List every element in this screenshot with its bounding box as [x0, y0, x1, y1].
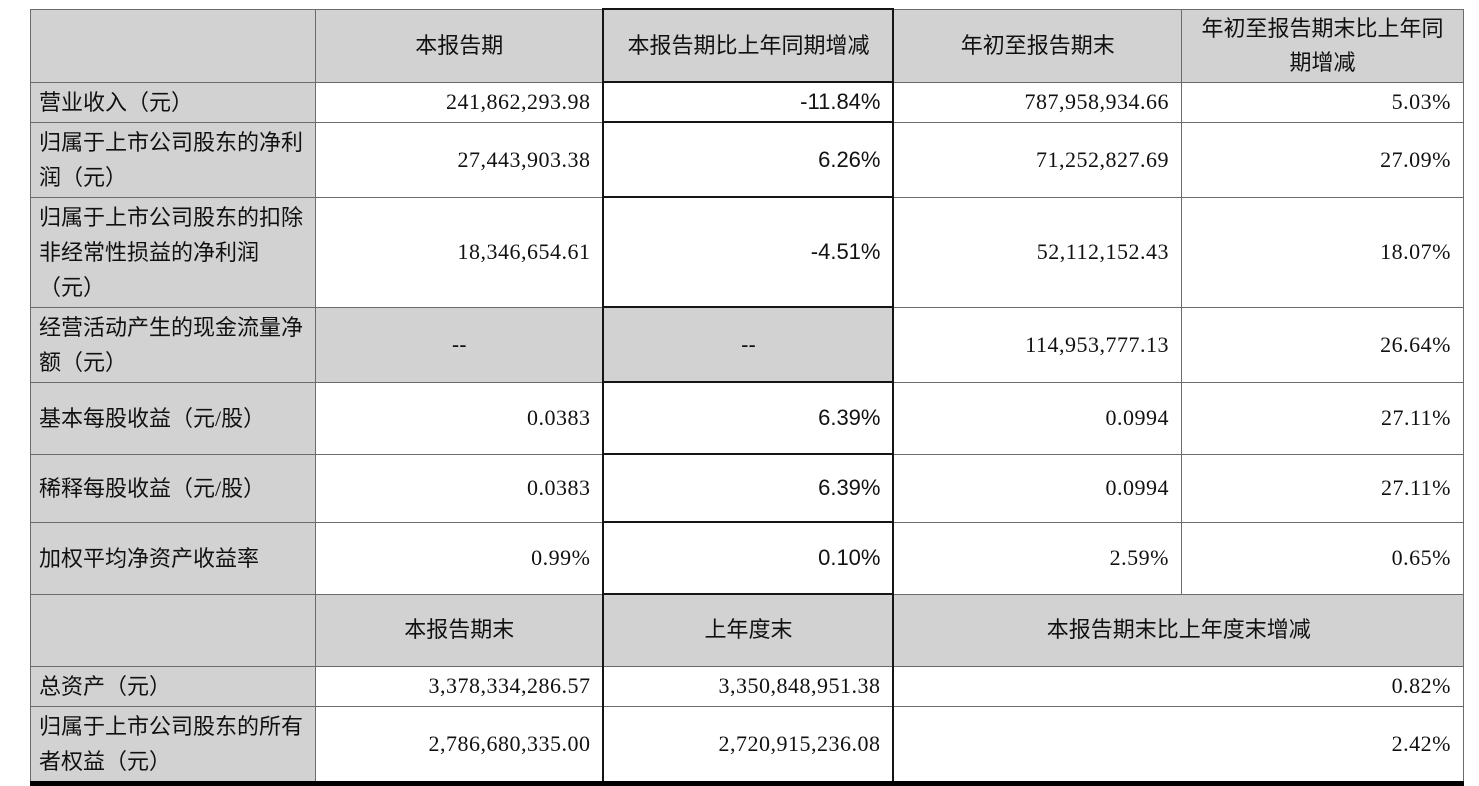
section2-header-row: 本报告期末 上年度末 本报告期末比上年度末增减 — [30, 593, 1465, 667]
table-row-weighted-avg-roe: 加权平均净资产收益率 0.99% 0.10% 2.59% 0.65% — [30, 521, 1465, 595]
value-current-period: -- — [314, 306, 604, 383]
row-label: 归属于上市公司股东的所有者权益（元） — [30, 705, 316, 784]
header-year-to-date: 年初至报告期末 — [892, 8, 1182, 83]
value-yoy-change: 6.26% — [602, 121, 895, 198]
value-ytd-yoy-change: 27.11% — [1180, 381, 1465, 455]
value-current-period: 0.0383 — [314, 453, 604, 523]
value-year-to-date: 787,958,934.66 — [892, 81, 1182, 123]
value-end-of-period: 2,786,680,335.00 — [314, 705, 604, 784]
row-label: 加权平均净资产收益率 — [30, 521, 316, 595]
table-row-net-profit: 归属于上市公司股东的净利润（元） 27,443,903.38 6.26% 71,… — [30, 121, 1465, 198]
value-end-of-last-year: 2,720,915,236.08 — [602, 705, 895, 784]
value-year-to-date: 114,953,777.13 — [892, 306, 1182, 383]
value-ytd-yoy-change: 26.64% — [1180, 306, 1465, 383]
value-current-period: 18,346,654.61 — [314, 196, 604, 308]
header-ytd-yoy-change: 年初至报告期末比上年同期增减 — [1180, 8, 1465, 83]
corner-cell — [30, 593, 316, 667]
value-end-of-last-year: 3,350,848,951.38 — [602, 665, 895, 707]
value-year-to-date: 71,252,827.69 — [892, 121, 1182, 198]
value-yoy-change: 0.10% — [602, 521, 895, 595]
table-row-operating-revenue: 营业收入（元） 241,862,293.98 -11.84% 787,958,9… — [30, 81, 1465, 123]
corner-cell — [30, 8, 316, 83]
value-yoy-change: 6.39% — [602, 381, 895, 455]
value-ytd-yoy-change: 27.09% — [1180, 121, 1465, 198]
row-label: 营业收入（元） — [30, 81, 316, 123]
table-row-total-assets: 总资产（元） 3,378,334,286.57 3,350,848,951.38… — [30, 665, 1465, 707]
value-ytd-yoy-change: 5.03% — [1180, 81, 1465, 123]
value-yoy-change: 6.39% — [602, 453, 895, 523]
value-year-to-date: 2.59% — [892, 521, 1182, 595]
row-label: 稀释每股收益（元/股） — [30, 453, 316, 523]
row-label: 归属于上市公司股东的扣除非经常性损益的净利润（元） — [30, 196, 316, 308]
value-ytd-yoy-change: 18.07% — [1180, 196, 1465, 308]
value-current-period: 27,443,903.38 — [314, 121, 604, 198]
header-current-period: 本报告期 — [314, 8, 604, 83]
table-row-basic-eps: 基本每股收益（元/股） 0.0383 6.39% 0.0994 27.11% — [30, 381, 1465, 455]
value-change: 0.82% — [892, 665, 1465, 707]
value-change: 2.42% — [892, 705, 1465, 784]
header-end-of-period: 本报告期末 — [314, 593, 604, 667]
value-ytd-yoy-change: 0.65% — [1180, 521, 1465, 595]
header-change-vs-last-year-end: 本报告期末比上年度末增减 — [892, 593, 1465, 667]
table-row-owners-equity: 归属于上市公司股东的所有者权益（元） 2,786,680,335.00 2,72… — [30, 705, 1465, 784]
table-row-operating-cash-flow: 经营活动产生的现金流量净额（元） -- -- 114,953,777.13 26… — [30, 306, 1465, 383]
value-year-to-date: 0.0994 — [892, 453, 1182, 523]
value-ytd-yoy-change: 27.11% — [1180, 453, 1465, 523]
value-current-period: 0.0383 — [314, 381, 604, 455]
section1-header-row: 本报告期 本报告期比上年同期增减 年初至报告期末 年初至报告期末比上年同期增减 — [30, 8, 1465, 83]
value-yoy-change: -- — [602, 306, 895, 383]
table-row-net-profit-excl-nonrecurring: 归属于上市公司股东的扣除非经常性损益的净利润（元） 18,346,654.61 … — [30, 196, 1465, 308]
row-label: 总资产（元） — [30, 665, 316, 707]
value-end-of-period: 3,378,334,286.57 — [314, 665, 604, 707]
financial-summary-table: 本报告期 本报告期比上年同期增减 年初至报告期末 年初至报告期末比上年同期增减 … — [30, 8, 1465, 786]
value-yoy-change: -11.84% — [602, 81, 895, 123]
value-yoy-change: -4.51% — [602, 196, 895, 308]
value-year-to-date: 52,112,152.43 — [892, 196, 1182, 308]
table-row-diluted-eps: 稀释每股收益（元/股） 0.0383 6.39% 0.0994 27.11% — [30, 453, 1465, 523]
row-label: 归属于上市公司股东的净利润（元） — [30, 121, 316, 198]
header-yoy-change: 本报告期比上年同期增减 — [602, 8, 895, 83]
value-current-period: 0.99% — [314, 521, 604, 595]
value-current-period: 241,862,293.98 — [314, 81, 604, 123]
row-label: 经营活动产生的现金流量净额（元） — [30, 306, 316, 383]
row-label: 基本每股收益（元/股） — [30, 381, 316, 455]
header-end-of-last-year: 上年度末 — [602, 593, 895, 667]
value-year-to-date: 0.0994 — [892, 381, 1182, 455]
financial-summary-table-wrap: 本报告期 本报告期比上年同期增减 年初至报告期末 年初至报告期末比上年同期增减 … — [30, 8, 1465, 786]
